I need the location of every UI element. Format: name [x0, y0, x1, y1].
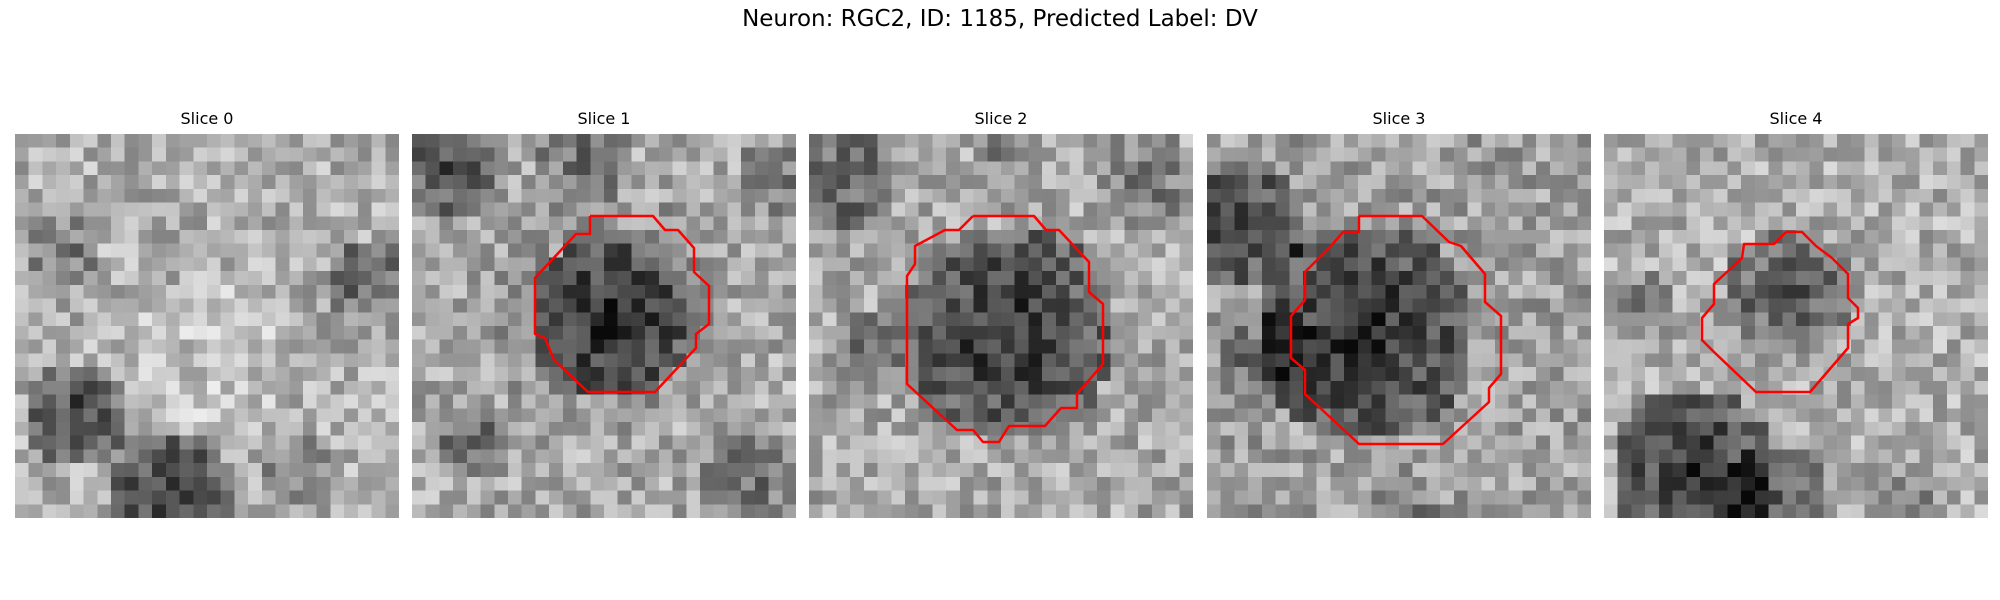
slice-title: Slice 0 [180, 109, 234, 128]
neuron-contour [533, 214, 711, 394]
neuron-contour [905, 214, 1105, 444]
slice-panel-1: Slice 1 [412, 108, 796, 518]
slice-image [412, 134, 796, 518]
neuron-contour [1700, 230, 1860, 394]
neuron-contour [1289, 214, 1503, 446]
slice-panel-2: Slice 2 [809, 108, 1193, 518]
slice-image [1207, 134, 1591, 518]
figure-title: Neuron: RGC2, ID: 1185, Predicted Label:… [742, 6, 1258, 32]
slice-image [1604, 134, 1988, 518]
slice-title: Slice 4 [1769, 109, 1823, 128]
slice-panel-3: Slice 3 [1207, 108, 1591, 518]
slice-title: Slice 3 [1372, 109, 1426, 128]
slice-panel-0: Slice 0 [15, 108, 399, 518]
slice-image [15, 134, 399, 518]
slice-panel-4: Slice 4 [1604, 108, 1988, 518]
slice-title: Slice 2 [974, 109, 1028, 128]
slice-title: Slice 1 [577, 109, 631, 128]
slice-image [809, 134, 1193, 518]
